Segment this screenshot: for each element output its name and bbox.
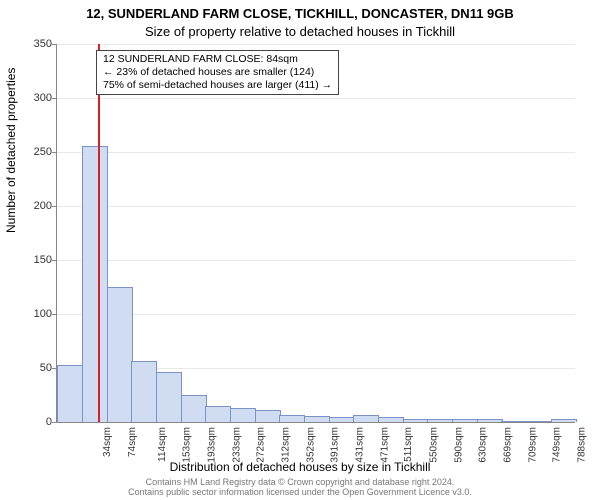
x-tick-label: 233sqm	[231, 427, 242, 463]
y-tick-mark	[52, 152, 56, 153]
x-tick-label: 749sqm	[552, 427, 563, 463]
histogram-bar	[279, 415, 305, 422]
footer-line2: Contains public sector information licen…	[128, 487, 472, 497]
info-box-line: 12 SUNDERLAND FARM CLOSE: 84sqm	[103, 53, 332, 66]
histogram-bar	[353, 415, 379, 422]
histogram-bar	[427, 419, 453, 422]
gridline	[57, 98, 575, 99]
x-tick-label: 590sqm	[453, 427, 464, 463]
histogram-bar	[477, 419, 503, 422]
x-tick-label: 630sqm	[478, 427, 489, 463]
histogram-bar	[131, 361, 157, 422]
gridline	[57, 44, 575, 45]
gridline	[57, 206, 575, 207]
x-tick-label: 391sqm	[330, 427, 341, 463]
footer-attribution: Contains HM Land Registry data © Crown c…	[0, 478, 600, 498]
x-tick-label: 788sqm	[577, 427, 588, 463]
y-tick-label: 50	[12, 362, 52, 374]
x-tick-label: 709sqm	[527, 427, 538, 463]
info-box: 12 SUNDERLAND FARM CLOSE: 84sqm← 23% of …	[96, 50, 339, 95]
x-tick-label: 34sqm	[102, 427, 113, 457]
x-tick-label: 114sqm	[157, 427, 168, 462]
y-tick-label: 100	[12, 308, 52, 320]
histogram-bar	[107, 287, 133, 422]
x-tick-label: 471sqm	[379, 427, 390, 463]
histogram-bar	[526, 421, 552, 422]
histogram-bar	[551, 419, 577, 422]
title-address: 12, SUNDERLAND FARM CLOSE, TICKHILL, DON…	[0, 6, 600, 21]
histogram-bar	[304, 416, 330, 422]
histogram-bar	[403, 419, 429, 422]
y-tick-label: 350	[12, 38, 52, 50]
x-tick-label: 193sqm	[207, 427, 218, 463]
histogram-bar	[82, 146, 108, 422]
y-tick-mark	[52, 314, 56, 315]
x-tick-label: 550sqm	[429, 427, 440, 463]
histogram-bar	[378, 417, 404, 422]
y-tick-mark	[52, 98, 56, 99]
y-tick-mark	[52, 206, 56, 207]
chart-plot-area	[56, 44, 575, 423]
histogram-bar	[181, 395, 207, 422]
y-tick-mark	[52, 368, 56, 369]
marker-line	[98, 44, 100, 422]
histogram-bar	[156, 372, 182, 422]
x-tick-label: 272sqm	[256, 427, 267, 463]
y-tick-label: 200	[12, 200, 52, 212]
y-tick-mark	[52, 422, 56, 423]
x-tick-label: 74sqm	[127, 427, 138, 457]
x-tick-label: 669sqm	[503, 427, 514, 463]
histogram-bar	[452, 419, 478, 422]
info-box-line: ← 23% of detached houses are smaller (12…	[103, 66, 332, 79]
y-tick-label: 150	[12, 254, 52, 266]
histogram-bar	[329, 417, 355, 422]
gridline	[57, 152, 575, 153]
subtitle: Size of property relative to detached ho…	[0, 24, 600, 39]
x-tick-label: 431sqm	[355, 427, 366, 463]
y-tick-label: 0	[12, 416, 52, 428]
histogram-bar	[57, 365, 83, 422]
y-tick-label: 300	[12, 92, 52, 104]
gridline	[57, 314, 575, 315]
histogram-bar	[501, 421, 527, 422]
histogram-bar	[255, 410, 281, 422]
x-tick-label: 511sqm	[403, 427, 414, 462]
gridline	[57, 260, 575, 261]
y-tick-mark	[52, 44, 56, 45]
footer-line1: Contains HM Land Registry data © Crown c…	[146, 477, 455, 487]
histogram-bar	[205, 406, 231, 422]
info-box-line: 75% of semi-detached houses are larger (…	[103, 79, 332, 92]
x-tick-label: 153sqm	[182, 427, 193, 463]
x-tick-label: 312sqm	[281, 427, 292, 463]
y-tick-label: 250	[12, 146, 52, 158]
x-tick-label: 352sqm	[305, 427, 316, 463]
y-tick-mark	[52, 260, 56, 261]
histogram-bar	[230, 408, 256, 422]
